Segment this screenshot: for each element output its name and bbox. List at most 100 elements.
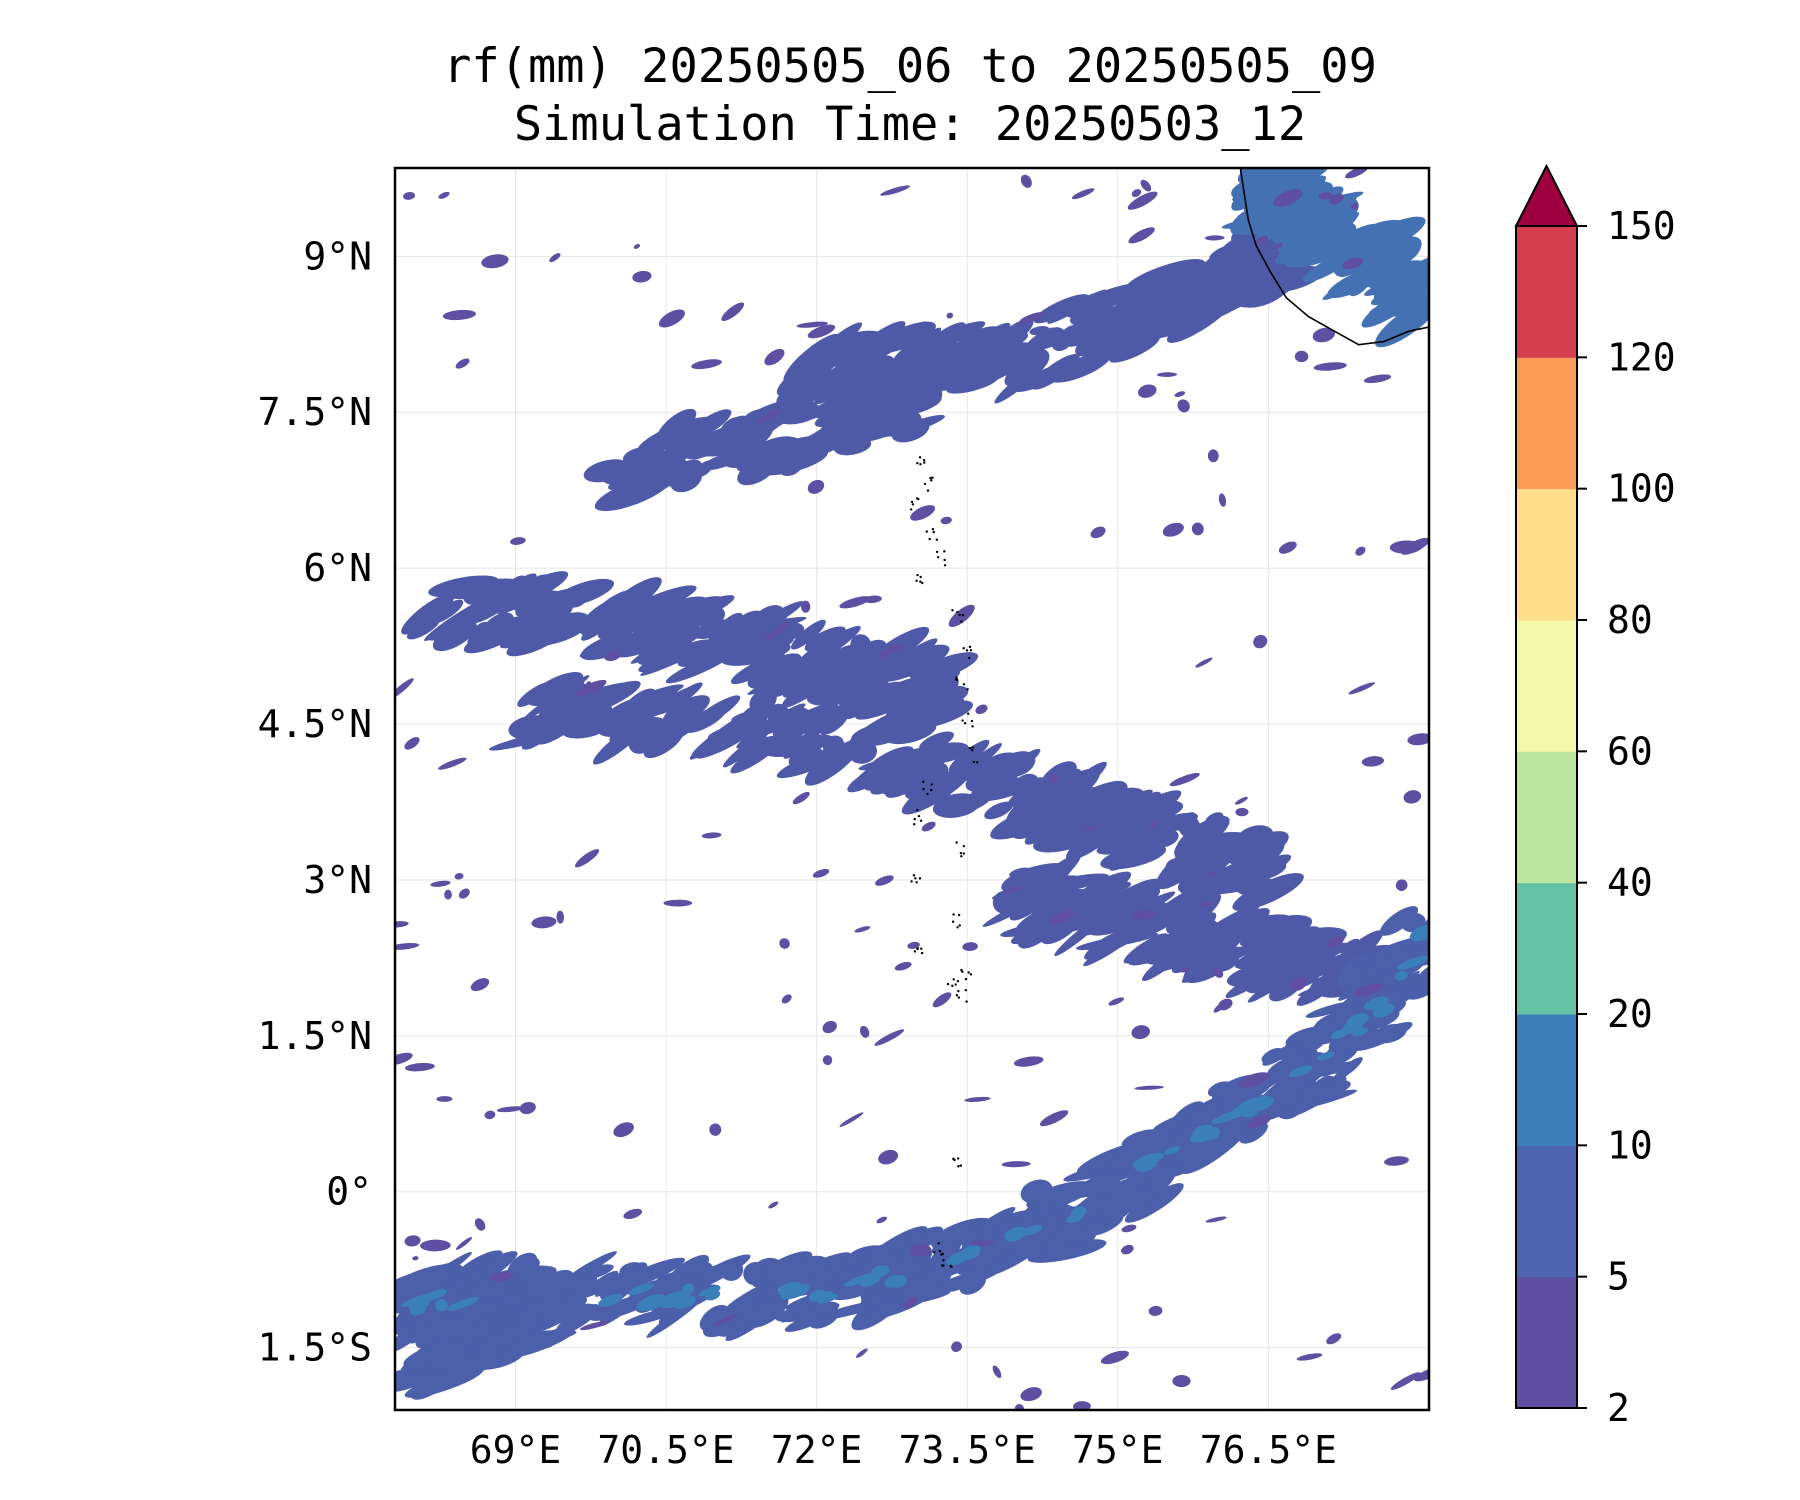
rain-cell: [442, 309, 477, 321]
rain-cell: [1244, 838, 1285, 866]
rain-cell: [781, 994, 792, 1004]
rain-cell: [496, 1292, 529, 1308]
rain-cell: [837, 375, 911, 393]
rain-cell: [1009, 887, 1039, 907]
rain-cell: [826, 645, 867, 662]
atoll-island: [919, 575, 922, 579]
rain-cell: [1232, 836, 1277, 867]
rain-cell: [1313, 362, 1347, 371]
atoll-island: [926, 792, 929, 796]
rain-cell: [411, 1370, 453, 1400]
rain-cell: [424, 598, 488, 641]
rain-cell: [1039, 1110, 1069, 1127]
rain-cell: [730, 626, 778, 649]
rain-cell: [929, 350, 959, 372]
rain-cell: [662, 695, 710, 726]
atoll-island: [956, 1157, 960, 1160]
lon-tick-label: 76.5°E: [1200, 1428, 1337, 1472]
colorbar-tick-label: 20: [1607, 992, 1653, 1036]
atoll-island: [926, 489, 930, 492]
rain-cell: [579, 636, 630, 658]
rain-cell: [1121, 1224, 1137, 1233]
rain-cell: [1020, 1387, 1042, 1402]
rain-cell: [986, 1233, 1054, 1276]
rain-cell: [1078, 292, 1106, 314]
rain-cell: [779, 938, 790, 949]
rain-cell: [834, 343, 875, 375]
rain-cell: [903, 1266, 952, 1303]
middle-band-2: [488, 672, 1304, 911]
atoll-island: [937, 1242, 940, 1245]
rain-cell: [768, 1255, 828, 1288]
atoll-island: [942, 1264, 945, 1267]
rain-cell: [1191, 522, 1204, 536]
rain-cell: [1001, 1161, 1031, 1168]
rain-cell: [1312, 327, 1336, 343]
rain-cell: [876, 1216, 888, 1224]
rain-cell: [1004, 1226, 1027, 1242]
atoll-island: [931, 476, 934, 479]
rain-cell: [453, 1317, 489, 1349]
rain-cell: [1120, 301, 1143, 316]
rain-cell: [994, 359, 1049, 404]
rain-cell: [1278, 541, 1297, 554]
rain-cell: [595, 1265, 640, 1297]
atoll-island: [968, 746, 971, 750]
rain-cell: [1214, 949, 1240, 972]
atoll-island: [961, 613, 965, 617]
rain-cell: [843, 1272, 878, 1287]
lat-tick-label: 6°N: [303, 546, 372, 590]
rain-cell: [1401, 537, 1429, 555]
rain-cell: [1232, 873, 1304, 911]
rain-cell: [804, 626, 846, 652]
rain-cell: [1034, 799, 1099, 834]
rain-cell: [1272, 223, 1304, 244]
rain-cell: [430, 880, 451, 887]
rain-cell: [701, 432, 769, 457]
rain-cell: [1312, 230, 1347, 258]
rain-cell: [562, 719, 609, 739]
atoll-island: [921, 581, 924, 585]
atoll-island: [913, 823, 916, 826]
rain-cell: [1100, 1184, 1155, 1215]
rain-cell: [1234, 796, 1248, 805]
rain-cell: [549, 697, 594, 722]
rain-cell: [1195, 657, 1213, 668]
rain-cell: [903, 1296, 918, 1309]
rain-cell: [519, 1101, 536, 1115]
atoll-island: [960, 620, 963, 623]
rain-cell: [395, 1052, 413, 1066]
atoll-island: [943, 550, 946, 553]
rain-cell: [984, 801, 1014, 820]
atoll-island: [916, 461, 919, 465]
atoll-island: [950, 1265, 953, 1269]
rain-cell: [1203, 1126, 1220, 1141]
rain-cell: [695, 729, 752, 759]
rain-cell: [1148, 820, 1156, 828]
atoll-island: [966, 688, 969, 691]
northern-band: [776, 221, 1343, 414]
rain-cell: [1179, 1130, 1232, 1169]
atoll-island: [955, 678, 959, 682]
title-line-2: Simulation Time: 20250503_12: [513, 97, 1307, 152]
rain-cell: [432, 619, 477, 652]
rain-cell: [589, 1292, 660, 1321]
rain-cell: [948, 739, 990, 772]
rain-cell: [1290, 976, 1307, 991]
colorbar-segment: [1516, 882, 1577, 1015]
rain-cell: [1253, 634, 1268, 649]
rain-cell: [812, 363, 886, 405]
rain-cell: [932, 992, 952, 1008]
rain-cell: [613, 1122, 634, 1138]
rain-cell: [791, 619, 826, 650]
colorbar-tick-label: 5: [1607, 1255, 1630, 1299]
rain-cell: [1328, 193, 1344, 205]
rain-cell: [992, 890, 1017, 914]
atoll-island: [915, 881, 918, 884]
rain-cell: [664, 464, 695, 479]
atoll-island: [968, 656, 971, 660]
rain-cell: [631, 684, 684, 705]
rain-cell: [534, 604, 573, 631]
rain-cell: [1148, 1305, 1163, 1316]
map-frame: [393, 166, 1431, 1412]
